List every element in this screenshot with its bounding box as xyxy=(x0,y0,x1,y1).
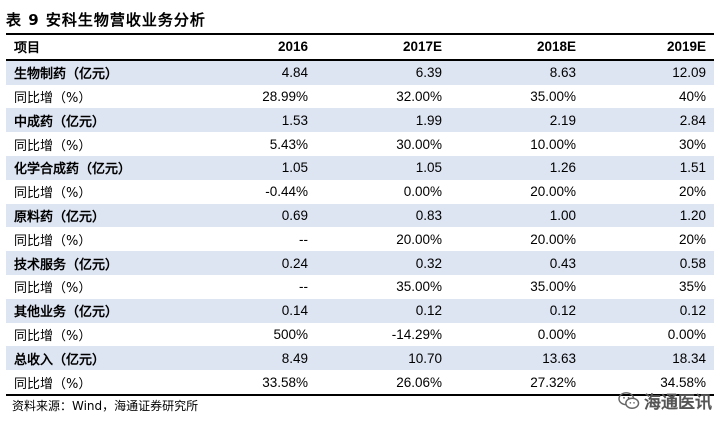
table-row: 同比增（%） 5.43% 30.00% 10.00% 30% xyxy=(6,132,714,156)
table-row: 同比增（%） 500% -14.29% 0.00% 0.00% xyxy=(6,323,714,347)
table-row: 中成药（亿元） 1.53 1.99 2.19 2.84 xyxy=(6,108,714,133)
table-cell: 35.00% xyxy=(396,279,442,295)
table-cell: 5.43% xyxy=(269,136,308,152)
table-cell: 1.05 xyxy=(156,155,316,180)
column-header: 项目 xyxy=(6,35,156,61)
row-label: 同比增（%） xyxy=(14,328,92,344)
table-row: 同比增（%） -0.44% 0.00% 20.00% 20% xyxy=(6,180,714,204)
table-cell: 0.00% xyxy=(537,326,576,342)
watermark: 海通医讯 xyxy=(618,388,712,413)
table-cell: 0.83 xyxy=(316,203,450,228)
table-cell: 0.69 xyxy=(156,203,316,228)
table-cell: 0.00% xyxy=(667,326,706,342)
table-cell: 30% xyxy=(678,136,706,152)
table-cell: 20.00% xyxy=(530,184,576,200)
table-cell: 1.26 xyxy=(450,155,584,180)
table-row: 总收入（亿元） 8.49 10.70 13.63 18.34 xyxy=(6,346,714,371)
row-label: 同比增（%） xyxy=(14,138,92,154)
row-label: 同比增（%） xyxy=(14,90,92,106)
table-cell: 35% xyxy=(678,279,706,295)
wechat-icon xyxy=(618,391,640,409)
table-cell: 0.24 xyxy=(156,251,316,275)
table-cell: 0.00% xyxy=(403,184,442,200)
row-label: 化学合成药（亿元） xyxy=(6,155,156,180)
table-row: 技术服务（亿元） 0.24 0.32 0.43 0.58 xyxy=(6,251,714,275)
table-cell: 0.12 xyxy=(450,298,584,323)
table-cell: 1.99 xyxy=(316,108,450,133)
header-row: 项目 2016 2017E 2018E 2019E xyxy=(6,35,714,61)
table-cell: -- xyxy=(299,279,308,295)
row-label: 同比增（%） xyxy=(6,370,156,396)
watermark-text: 海通医讯 xyxy=(644,393,712,413)
table-title: 表 9 安科生物营收业务分析 xyxy=(6,11,206,29)
table-cell: 0.12 xyxy=(584,298,714,323)
table-cell: 10.00% xyxy=(530,136,576,152)
row-label: 同比增（%） xyxy=(14,281,92,297)
table-cell: 20% xyxy=(678,231,706,247)
table-row: 同比增（%） -- 20.00% 20.00% 20% xyxy=(6,227,714,251)
table-cell: 0.14 xyxy=(156,298,316,323)
row-label: 同比增（%） xyxy=(14,186,92,202)
source-note: 资料来源：Wind，海通证券研究所 xyxy=(12,399,199,413)
table-cell: 6.39 xyxy=(316,59,450,85)
revenue-table: 项目 2016 2017E 2018E 2019E 生物制药（亿元） 4.84 6.… xyxy=(6,35,714,396)
table-cell: 500% xyxy=(273,326,308,342)
column-header: 2017E xyxy=(316,35,450,61)
table-cell: 33.58% xyxy=(156,370,316,396)
table-cell: 2.19 xyxy=(450,108,584,133)
table-cell: -- xyxy=(299,231,308,247)
table-cell: -14.29% xyxy=(391,326,442,342)
table-cell: 4.84 xyxy=(156,59,316,85)
table-cell: 10.70 xyxy=(316,346,450,371)
row-label: 中成药（亿元） xyxy=(6,108,156,133)
row-label: 原料药（亿元） xyxy=(6,203,156,228)
column-header: 2016 xyxy=(156,35,316,61)
table-row: 生物制药（亿元） 4.84 6.39 8.63 12.09 xyxy=(6,59,714,85)
table-cell: 32.00% xyxy=(396,88,442,104)
table-cell: 30.00% xyxy=(396,136,442,152)
table-cell: 18.34 xyxy=(584,346,714,371)
table-row: 同比增（%） 28.99% 32.00% 35.00% 40% xyxy=(6,85,714,109)
row-label: 生物制药（亿元） xyxy=(6,59,156,85)
table-cell: 20% xyxy=(678,184,706,200)
table-cell: 0.43 xyxy=(450,251,584,275)
table-cell: 34.58% xyxy=(584,370,714,396)
table-cell: 12.09 xyxy=(584,59,714,85)
row-label: 同比增（%） xyxy=(14,233,92,249)
table-cell: 28.99% xyxy=(262,88,308,104)
table-row: 同比增（%） -- 35.00% 35.00% 35% xyxy=(6,275,714,299)
table-cell: 1.51 xyxy=(584,155,714,180)
row-label: 技术服务（亿元） xyxy=(6,251,156,275)
table-cell: 1.00 xyxy=(450,203,584,228)
table-cell: 26.06% xyxy=(316,370,450,396)
table-cell: 8.63 xyxy=(450,59,584,85)
table-row: 同比增（%） 33.58% 26.06% 27.32% 34.58% xyxy=(6,370,714,396)
table-cell: 8.49 xyxy=(156,346,316,371)
table-cell: 0.12 xyxy=(316,298,450,323)
table-cell: 1.05 xyxy=(316,155,450,180)
title-divider xyxy=(6,33,714,35)
column-header: 2018E xyxy=(450,35,584,61)
table-cell: 20.00% xyxy=(396,231,442,247)
table-cell: 27.32% xyxy=(450,370,584,396)
table-row: 其他业务（亿元） 0.14 0.12 0.12 0.12 xyxy=(6,298,714,323)
table-cell: 13.63 xyxy=(450,346,584,371)
row-label: 总收入（亿元） xyxy=(6,346,156,371)
row-label: 其他业务（亿元） xyxy=(6,298,156,323)
column-header: 2019E xyxy=(584,35,714,61)
table-cell: 2.84 xyxy=(584,108,714,133)
table-cell: 35.00% xyxy=(530,88,576,104)
table-cell: 35.00% xyxy=(530,279,576,295)
table-row: 化学合成药（亿元） 1.05 1.05 1.26 1.51 xyxy=(6,155,714,180)
table-cell: 20.00% xyxy=(530,231,576,247)
table-cell: 1.53 xyxy=(156,108,316,133)
table-cell: 0.32 xyxy=(316,251,450,275)
table-cell: -0.44% xyxy=(265,184,308,200)
table-cell: 40% xyxy=(678,88,706,104)
table-cell: 0.58 xyxy=(584,251,714,275)
table-cell: 1.20 xyxy=(584,203,714,228)
table-row: 原料药（亿元） 0.69 0.83 1.00 1.20 xyxy=(6,203,714,228)
